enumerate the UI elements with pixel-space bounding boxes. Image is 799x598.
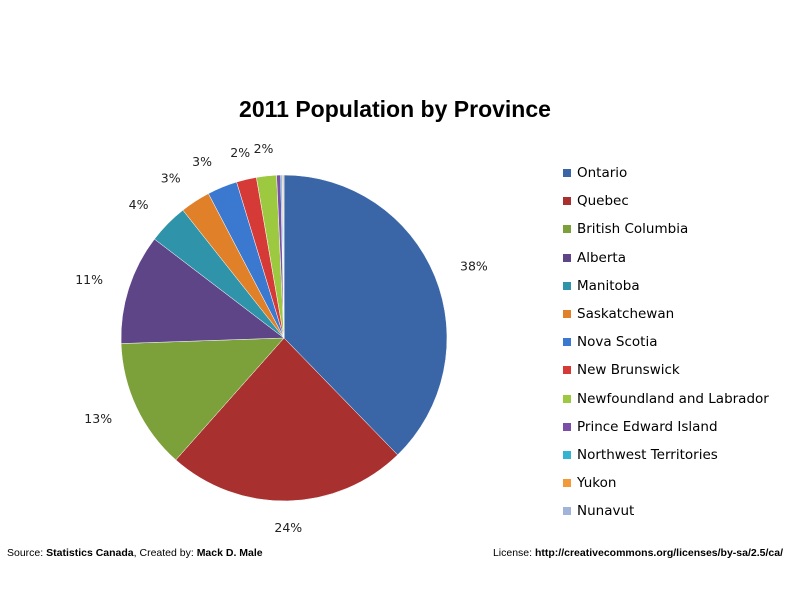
data-label-ontario: 38% [460,259,488,274]
pie-chart: 38% 24% 13% 11% 4% 3% 3% 2% 2% [75,141,488,535]
data-label-quebec: 24% [274,520,302,535]
data-label-newfoundland-and-labrador: 2% [254,141,274,156]
source-credit: Source: Statistics Canada, Created by: M… [7,547,263,559]
source-name: Statistics Canada [46,547,134,559]
legend-item-yukon: Yukon [563,469,769,497]
legend-item-northwest-territories: Northwest Territories [563,441,769,469]
source-prefix: Source: [7,547,47,559]
legend-swatch [563,310,571,319]
legend-swatch [563,225,571,234]
pie-slice-nunavut [282,174,285,339]
data-label-new-brunswick: 2% [230,145,250,160]
legend-item-nova-scotia: Nova Scotia [563,328,769,356]
license-credit: License: http://creativecommons.org/lice… [493,547,783,559]
legend-item-prince-edward-island: Prince Edward Island [563,413,769,441]
data-label-alberta: 11% [75,272,103,287]
legend-item-quebec: Quebec [563,187,769,215]
legend-swatch [563,479,571,488]
legend-swatch [563,338,571,347]
data-label-manitoba: 4% [129,197,149,212]
pie-slice-ontario [283,174,448,456]
legend-item-new-brunswick: New Brunswick [563,356,769,384]
legend-label: Quebec [577,193,629,210]
legend-label: New Brunswick [577,362,680,379]
data-label-saskatchewan: 3% [161,171,181,186]
creator-name: Mack D. Male [196,547,263,559]
legend-item-newfoundland-and-labrador: Newfoundland and Labrador [563,385,769,413]
created-prefix: , Created by: [133,547,197,559]
legend-swatch [563,197,571,206]
data-label-nova-scotia: 3% [192,154,212,169]
legend-label: Saskatchewan [577,306,675,323]
legend-item-nunavut: Nunavut [563,497,769,525]
legend-label: British Columbia [577,221,689,238]
pie-slice-alberta [120,238,285,344]
legend-label: Nova Scotia [577,334,658,351]
legend-swatch [563,450,571,459]
legend-swatch [563,394,571,403]
legend-swatch [563,281,571,290]
data-label-british-columbia: 13% [84,411,112,426]
legend-item-manitoba: Manitoba [563,272,769,300]
legend-swatch [563,366,571,375]
legend-label: Northwest Territories [577,446,718,463]
license-prefix: License: [492,547,535,559]
legend-label: Alberta [577,249,626,266]
chart-title: 2011 Population by Province [239,96,551,122]
pie-slice-quebec [175,337,398,502]
legend-item-ontario: Ontario [563,159,769,187]
legend-swatch [563,169,571,178]
legend-swatch [563,422,571,431]
legend-label: Newfoundland and Labrador [577,390,769,407]
chart-legend: Ontario Quebec British Columbia Alberta Mani… [563,159,769,525]
legend-item-saskatchewan: Saskatchewan [563,300,769,328]
legend-item-alberta: Alberta [563,244,769,272]
license-url[interactable]: http://creativecommons.org/licenses/by-s… [534,547,783,559]
legend-label: Nunavut [577,503,635,520]
legend-label: Yukon [577,475,617,492]
pie-slice-british-columbia [120,337,285,461]
legend-label: Ontario [577,165,628,182]
legend-item-british-columbia: British Columbia [563,215,769,243]
legend-label: Manitoba [577,277,640,294]
legend-label: Prince Edward Island [577,418,718,435]
legend-swatch [563,507,571,516]
legend-swatch [563,253,571,262]
